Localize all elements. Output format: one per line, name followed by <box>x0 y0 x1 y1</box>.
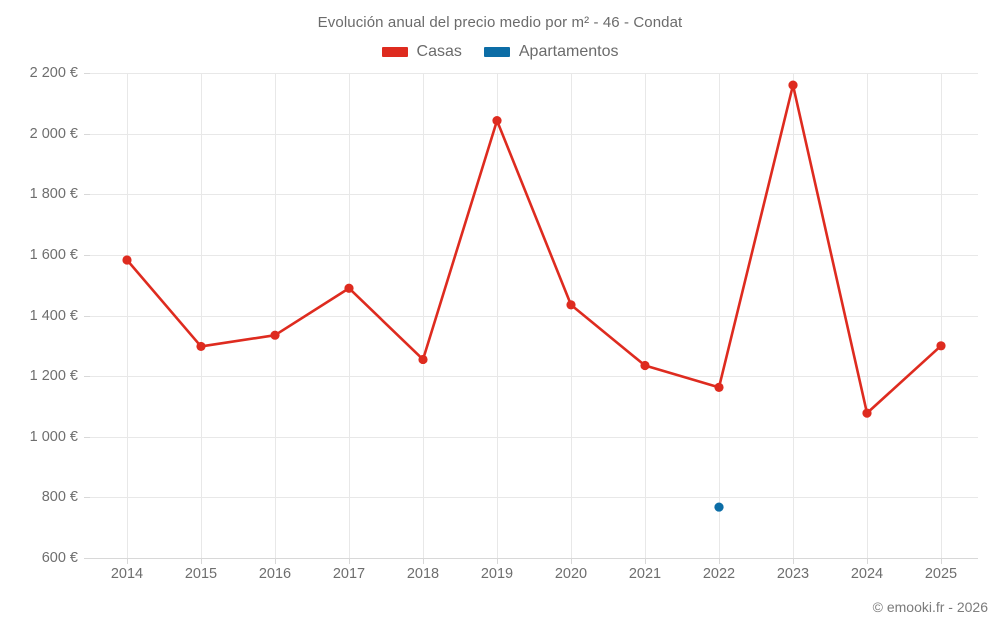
x-axis-tick-label: 2015 <box>184 566 218 582</box>
gridline-vertical <box>497 73 498 558</box>
x-axis-tick-label: 2024 <box>850 566 884 582</box>
y-axis-tick-label: 1 400 € <box>29 307 78 324</box>
gridline-horizontal <box>90 254 978 256</box>
data-point-casas[interactable] <box>122 255 132 265</box>
y-axis-tick-label: 1 000 € <box>29 428 78 445</box>
gridline-vertical <box>571 73 572 558</box>
plot-area <box>90 73 978 559</box>
legend-label-casas: Casas <box>416 43 462 60</box>
gridline-horizontal <box>90 73 978 74</box>
gridline-horizontal <box>90 133 978 135</box>
gridline-vertical <box>719 73 720 558</box>
gridline-vertical <box>645 73 646 558</box>
data-point-casas[interactable] <box>418 354 428 365</box>
gridline-horizontal <box>90 194 978 196</box>
gridline-horizontal <box>90 436 978 438</box>
x-axis-tick-label: 2018 <box>406 566 440 582</box>
x-axis-baseline <box>90 558 978 559</box>
y-axis-tick-label: 800 € <box>41 489 78 506</box>
gridline-horizontal <box>90 376 978 378</box>
x-axis-tick-label: 2017 <box>332 566 366 582</box>
data-point-casas[interactable] <box>862 408 872 418</box>
data-point-casas[interactable] <box>788 80 798 90</box>
data-point-apartamentos[interactable] <box>714 502 724 512</box>
y-axis-tick-label: 600 € <box>41 550 78 566</box>
legend-swatch-casas <box>381 47 408 57</box>
gridline-vertical <box>201 73 202 558</box>
x-axis-tick-label: 2023 <box>776 566 810 582</box>
x-axis-tick-label: 2014 <box>110 566 144 582</box>
x-axis-tick-label: 2022 <box>702 566 736 582</box>
gridline-vertical <box>127 73 128 558</box>
series-line-casas <box>125 83 943 415</box>
x-axis-tick-label: 2020 <box>554 566 588 582</box>
data-point-casas[interactable] <box>270 330 280 340</box>
y-axis-tick-label: 1 600 € <box>29 246 78 263</box>
legend-item-casas[interactable]: Casas <box>381 43 462 60</box>
data-series-layer <box>122 80 946 512</box>
chart-legend: Casas Apartamentos <box>0 44 1000 60</box>
y-axis-tick-label: 1 200 € <box>29 368 78 385</box>
y-axis-tick-label: 2 200 € <box>29 65 78 81</box>
data-point-casas[interactable] <box>936 341 946 351</box>
data-point-casas[interactable] <box>344 283 354 293</box>
gridline-vertical <box>941 73 942 558</box>
gridline-vertical <box>867 73 868 558</box>
legend-swatch-apartamentos <box>483 47 510 57</box>
x-axis-tick-label: 2016 <box>258 566 292 582</box>
gridline-vertical <box>349 73 350 558</box>
gridline-vertical <box>793 73 794 558</box>
x-axis-tick-label: 2021 <box>628 566 662 582</box>
data-point-casas[interactable] <box>566 300 576 310</box>
x-axis-tick-label: 2019 <box>480 566 514 582</box>
legend-label-apartamentos: Apartamentos <box>518 43 619 60</box>
data-point-casas[interactable] <box>714 382 724 392</box>
gridline-horizontal <box>90 315 978 317</box>
gridline-vertical <box>275 73 276 558</box>
data-point-casas[interactable] <box>196 341 206 352</box>
footer-credit: © emooki.fr - 2026 <box>872 599 988 615</box>
y-axis-tick-label: 2 000 € <box>29 125 78 142</box>
x-axis-tick-label: 2025 <box>924 566 958 582</box>
gridline-vertical <box>423 73 424 558</box>
legend-item-apartamentos[interactable]: Apartamentos <box>483 43 619 60</box>
chart-title: Evolución anual del precio medio por m² … <box>317 14 683 31</box>
data-point-casas[interactable] <box>640 360 650 371</box>
gridline-horizontal <box>90 497 978 499</box>
y-axis-tick-label: 1 800 € <box>29 186 78 203</box>
data-point-casas[interactable] <box>492 115 502 126</box>
